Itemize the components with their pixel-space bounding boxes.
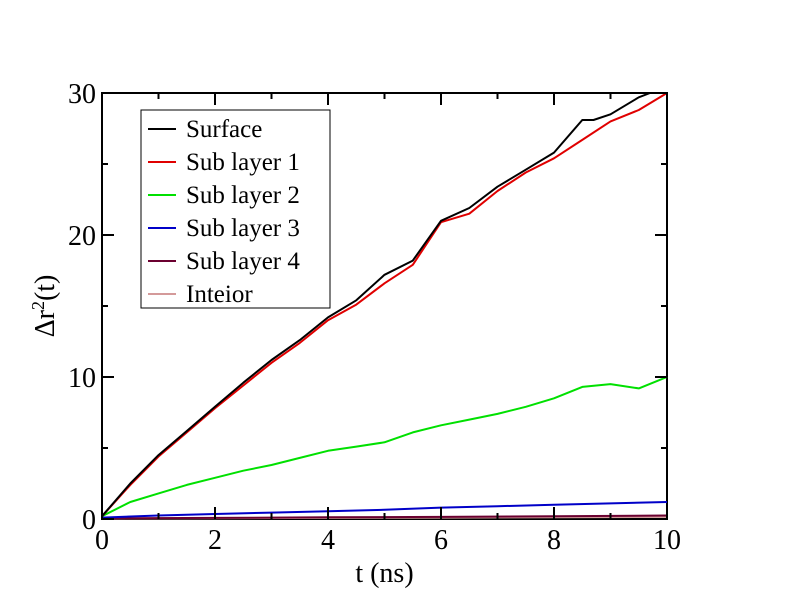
- legend-items: Surface Sub layer 1 Sub layer 2 Sub layer 3…: [148, 116, 300, 308]
- series-line-sub-layer-3: [101, 501, 668, 519]
- y-axis-label-sup: 2: [28, 301, 48, 310]
- legend-label: Sub layer 3: [186, 215, 300, 242]
- y-tick-label: 10: [68, 363, 96, 394]
- y-axis-label: Δr2(t): [28, 275, 61, 338]
- x-tick-label: 2: [208, 525, 222, 556]
- y-tick-label: 20: [68, 221, 96, 252]
- legend: Surface Sub layer 1 Sub layer 2 Sub layer 3…: [140, 109, 331, 309]
- x-axis-label: t (ns): [355, 558, 413, 589]
- series-layer: [101, 92, 668, 520]
- legend-label: Sub layer 4: [186, 248, 300, 275]
- series-line-sub-layer-1: [101, 92, 668, 517]
- x-tick-label: 4: [321, 525, 335, 556]
- legend-label: Sub layer 2: [186, 182, 300, 209]
- legend-box: [140, 109, 331, 309]
- y-tick-label: 0: [82, 505, 96, 536]
- legend-label: Inteior: [186, 281, 253, 308]
- series-line-sub-layer-2: [101, 376, 668, 518]
- x-tick-label: 6: [434, 525, 448, 556]
- y-tick-label: 30: [68, 79, 96, 110]
- x-tick-label: 10: [653, 525, 681, 556]
- series-line-surface: [101, 92, 651, 517]
- x-tick-label: 8: [547, 525, 561, 556]
- ticks-layer: 0 2 4 6 8 10 0 10 20 30: [68, 79, 681, 556]
- legend-label: Sub layer 1: [186, 149, 300, 176]
- y-axis-label-base: Δr: [30, 309, 61, 337]
- legend-label: Surface: [186, 116, 262, 143]
- y-axis-label-rest: (t): [30, 275, 61, 301]
- x-tick-label: 0: [95, 525, 109, 556]
